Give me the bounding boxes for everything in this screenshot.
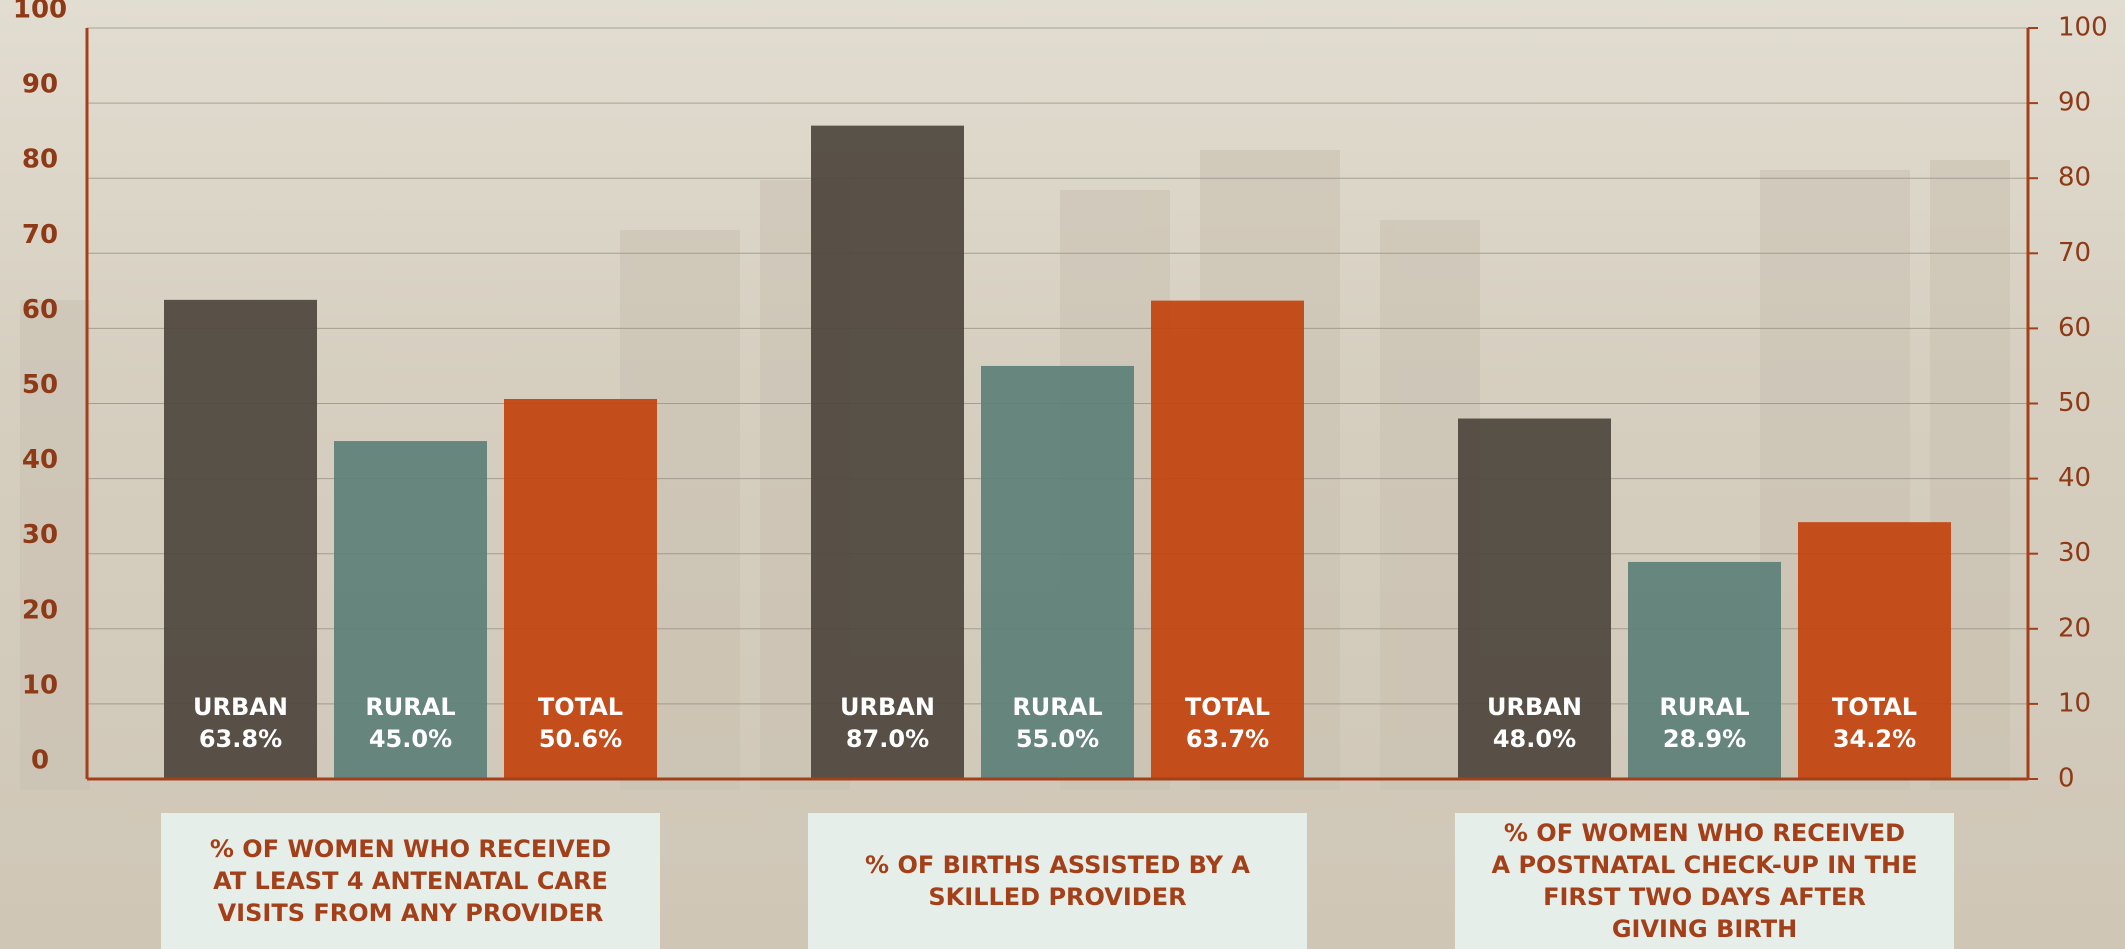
category-label: % OF WOMEN WHO RECEIVED A POSTNATAL CHEC… — [1455, 813, 1954, 949]
bar — [811, 125, 964, 779]
y-tick-label: 90 — [22, 70, 58, 100]
bar — [1798, 522, 1951, 779]
y2-tick-label: 90 — [2058, 88, 2091, 118]
y-tick-label: 80 — [22, 145, 58, 175]
series-name-label: RURAL — [1659, 693, 1749, 721]
series-name-label: URBAN — [840, 693, 935, 721]
bar — [981, 365, 1134, 779]
value-label: 63.7% — [1186, 725, 1269, 753]
value-label: 50.6% — [539, 725, 622, 753]
series-name-label: URBAN — [193, 693, 288, 721]
value-label: 63.8% — [199, 725, 282, 753]
category-label: % OF WOMEN WHO RECEIVED AT LEAST 4 ANTEN… — [161, 813, 660, 949]
series-name-label: TOTAL — [538, 693, 623, 721]
y2-tick-label: 30 — [2058, 538, 2091, 568]
y2-tick-label: 70 — [2058, 238, 2091, 268]
bar — [1151, 300, 1304, 779]
value-label: 55.0% — [1016, 725, 1099, 753]
series-name-label: TOTAL — [1832, 693, 1917, 721]
value-label: 45.0% — [369, 725, 452, 753]
y2-tick-label: 50 — [2058, 388, 2091, 418]
y-tick-label: 30 — [22, 520, 58, 550]
value-label: 34.2% — [1833, 725, 1916, 753]
y2-tick-label: 20 — [2058, 613, 2091, 643]
y2-tick-label: 10 — [2058, 688, 2091, 718]
y2-tick-label: 100 — [2058, 13, 2108, 43]
y-tick-label: 0 — [31, 746, 49, 776]
bar — [1458, 418, 1611, 779]
bar — [334, 441, 487, 779]
y-tick-label: 10 — [22, 670, 58, 700]
series-name-label: RURAL — [1012, 693, 1102, 721]
y-tick-label: 70 — [22, 220, 58, 250]
y2-tick-label: 0 — [2058, 764, 2075, 794]
series-name-label: RURAL — [365, 693, 455, 721]
y-tick-label: 100 — [13, 0, 67, 25]
bar — [1628, 561, 1781, 779]
bar — [164, 299, 317, 779]
value-label: 87.0% — [846, 725, 929, 753]
y2-tick-label: 80 — [2058, 163, 2091, 193]
value-label: 28.9% — [1663, 725, 1746, 753]
bar — [504, 398, 657, 779]
y2-tick-label: 60 — [2058, 313, 2091, 343]
y-tick-label: 40 — [22, 445, 58, 475]
series-name-label: TOTAL — [1185, 693, 1270, 721]
y-tick-label: 20 — [22, 595, 58, 625]
value-label: 48.0% — [1493, 725, 1576, 753]
y-tick-label: 60 — [22, 295, 58, 325]
y-tick-label: 50 — [22, 370, 58, 400]
category-label: % OF BIRTHS ASSISTED BY A SKILLED PROVID… — [808, 813, 1307, 949]
y2-tick-label: 40 — [2058, 463, 2091, 493]
series-name-label: URBAN — [1487, 693, 1582, 721]
